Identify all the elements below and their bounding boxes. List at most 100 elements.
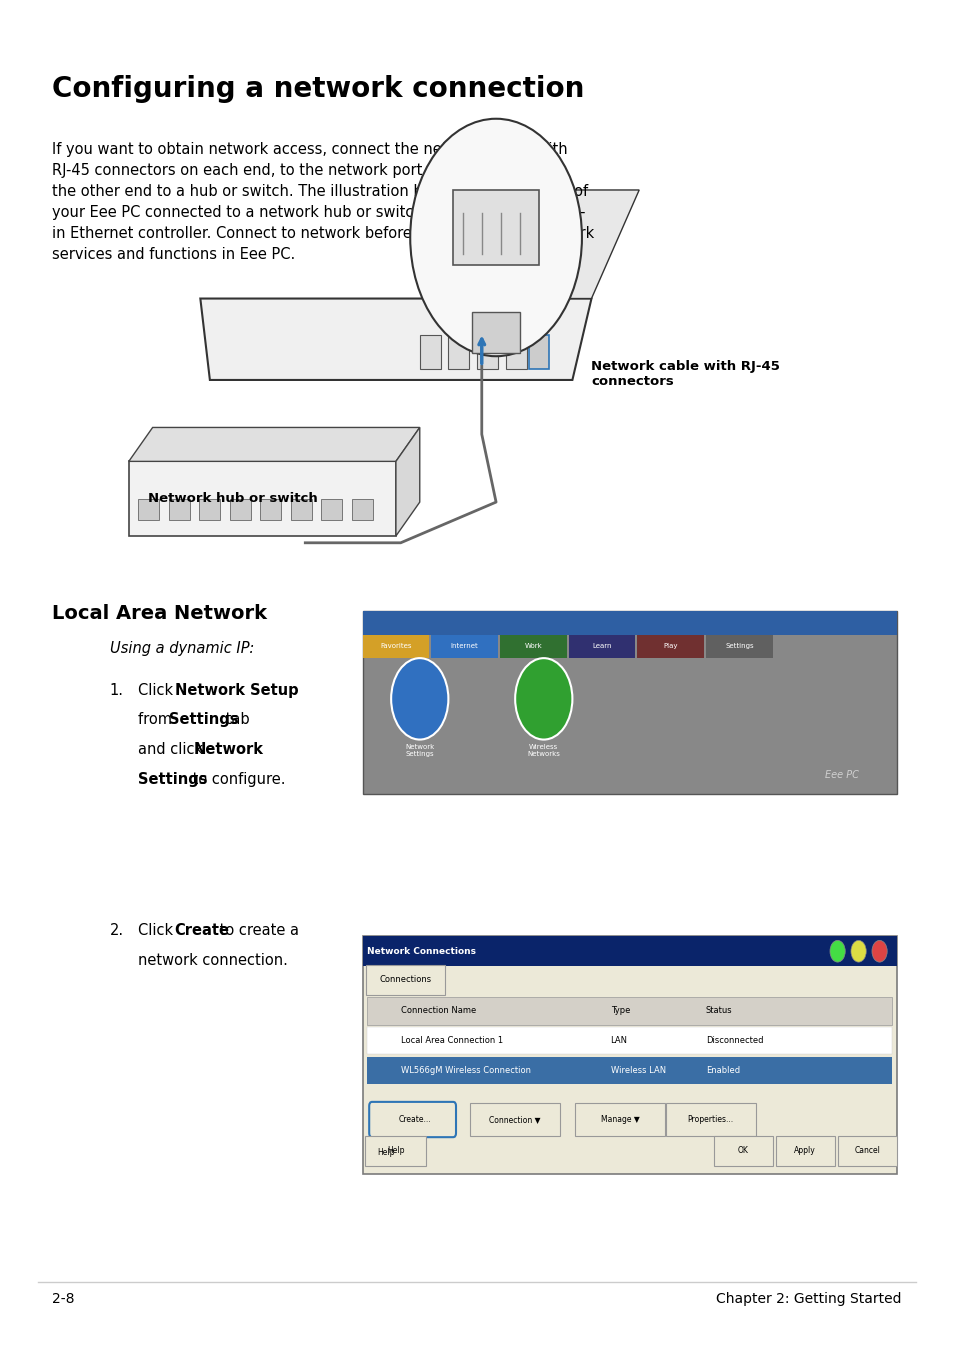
- FancyBboxPatch shape: [367, 1027, 891, 1054]
- Text: Network hub or switch: Network hub or switch: [148, 493, 317, 505]
- Text: 2.: 2.: [110, 923, 124, 938]
- FancyBboxPatch shape: [775, 1136, 834, 1166]
- Text: Create: Create: [174, 923, 230, 938]
- FancyBboxPatch shape: [352, 499, 373, 520]
- FancyBboxPatch shape: [366, 965, 444, 995]
- Text: If you want to obtain network access, connect the network cable, with
RJ-45 conn: If you want to obtain network access, co…: [52, 142, 594, 262]
- Text: Enabled: Enabled: [705, 1067, 740, 1075]
- Text: Connection Name: Connection Name: [400, 1007, 476, 1015]
- FancyBboxPatch shape: [472, 312, 519, 353]
- FancyBboxPatch shape: [367, 997, 891, 1025]
- Text: OK: OK: [737, 1147, 748, 1155]
- FancyBboxPatch shape: [291, 499, 312, 520]
- Text: Local Area Connection 1: Local Area Connection 1: [400, 1037, 502, 1045]
- Circle shape: [829, 940, 844, 962]
- Text: Network
Settings: Network Settings: [405, 744, 434, 757]
- Text: Work: Work: [524, 643, 541, 649]
- Circle shape: [515, 658, 572, 740]
- Text: Settings: Settings: [138, 772, 208, 787]
- Text: LAN: LAN: [610, 1037, 627, 1045]
- Text: Play: Play: [662, 643, 678, 649]
- Text: Manage ▼: Manage ▼: [600, 1115, 639, 1124]
- Text: Network: Network: [193, 742, 263, 757]
- Polygon shape: [129, 427, 419, 461]
- FancyBboxPatch shape: [369, 1102, 456, 1137]
- FancyBboxPatch shape: [431, 635, 497, 658]
- Text: tab: tab: [221, 712, 250, 727]
- Text: Wireless LAN: Wireless LAN: [610, 1067, 665, 1075]
- Polygon shape: [129, 461, 395, 536]
- FancyBboxPatch shape: [505, 335, 526, 369]
- Text: Connections: Connections: [379, 976, 431, 984]
- Text: WL566gM Wireless Connection: WL566gM Wireless Connection: [400, 1067, 530, 1075]
- Text: Configuring a network connection: Configuring a network connection: [52, 75, 584, 103]
- Circle shape: [871, 940, 886, 962]
- Text: Cancel: Cancel: [853, 1147, 880, 1155]
- FancyBboxPatch shape: [367, 1057, 891, 1084]
- Text: Chapter 2: Getting Started: Chapter 2: Getting Started: [716, 1292, 901, 1305]
- FancyBboxPatch shape: [470, 1103, 559, 1136]
- Text: Type: Type: [610, 1007, 629, 1015]
- FancyBboxPatch shape: [362, 611, 896, 794]
- Text: 2-8: 2-8: [52, 1292, 75, 1305]
- FancyBboxPatch shape: [713, 1136, 772, 1166]
- FancyBboxPatch shape: [365, 1136, 426, 1166]
- FancyBboxPatch shape: [476, 335, 497, 369]
- Text: Network Setup: Network Setup: [174, 683, 298, 697]
- Text: Create...: Create...: [398, 1115, 431, 1124]
- Text: Connection ▼: Connection ▼: [489, 1115, 540, 1124]
- Text: network connection.: network connection.: [138, 953, 288, 968]
- Text: Click: Click: [138, 683, 178, 697]
- Text: from: from: [138, 712, 176, 727]
- FancyBboxPatch shape: [448, 335, 469, 369]
- FancyBboxPatch shape: [575, 1103, 664, 1136]
- FancyBboxPatch shape: [260, 499, 281, 520]
- Text: Status: Status: [705, 1007, 732, 1015]
- FancyBboxPatch shape: [362, 936, 896, 966]
- Text: to configure.: to configure.: [188, 772, 285, 787]
- Text: Learn: Learn: [592, 643, 611, 649]
- FancyBboxPatch shape: [837, 1136, 896, 1166]
- Polygon shape: [395, 427, 419, 536]
- Text: Network cable with RJ-45
connectors: Network cable with RJ-45 connectors: [591, 360, 780, 388]
- Text: Internet: Internet: [450, 643, 478, 649]
- Text: Favorites: Favorites: [379, 643, 412, 649]
- Text: to create a: to create a: [214, 923, 298, 938]
- Text: Help: Help: [387, 1147, 404, 1155]
- Text: Settings: Settings: [724, 643, 753, 649]
- Text: Apply: Apply: [794, 1147, 815, 1155]
- Circle shape: [850, 940, 865, 962]
- FancyBboxPatch shape: [138, 499, 159, 520]
- Circle shape: [391, 658, 448, 740]
- FancyBboxPatch shape: [705, 635, 772, 658]
- FancyBboxPatch shape: [362, 611, 896, 635]
- Text: Local Area Network: Local Area Network: [52, 604, 267, 623]
- Ellipse shape: [410, 119, 581, 357]
- FancyBboxPatch shape: [637, 635, 703, 658]
- Text: Properties...: Properties...: [687, 1115, 733, 1124]
- FancyBboxPatch shape: [665, 1103, 755, 1136]
- FancyBboxPatch shape: [199, 499, 220, 520]
- FancyBboxPatch shape: [568, 635, 635, 658]
- FancyBboxPatch shape: [453, 190, 538, 265]
- Text: Network Connections: Network Connections: [367, 947, 476, 955]
- Text: Eee PC: Eee PC: [823, 771, 858, 780]
- FancyBboxPatch shape: [362, 936, 896, 1174]
- Text: 1.: 1.: [110, 683, 124, 697]
- FancyBboxPatch shape: [529, 335, 548, 369]
- FancyBboxPatch shape: [499, 635, 566, 658]
- Polygon shape: [200, 299, 591, 380]
- Text: and click: and click: [138, 742, 208, 757]
- FancyBboxPatch shape: [230, 499, 251, 520]
- Text: Wireless
Networks: Wireless Networks: [527, 744, 559, 757]
- FancyBboxPatch shape: [419, 335, 440, 369]
- FancyBboxPatch shape: [169, 499, 190, 520]
- FancyBboxPatch shape: [321, 499, 342, 520]
- Text: Click: Click: [138, 923, 178, 938]
- Text: Disconnected: Disconnected: [705, 1037, 762, 1045]
- FancyBboxPatch shape: [362, 635, 429, 658]
- Text: Settings: Settings: [169, 712, 238, 727]
- Polygon shape: [524, 190, 639, 299]
- Text: Help: Help: [377, 1148, 395, 1156]
- Text: Using a dynamic IP:: Using a dynamic IP:: [110, 641, 253, 655]
